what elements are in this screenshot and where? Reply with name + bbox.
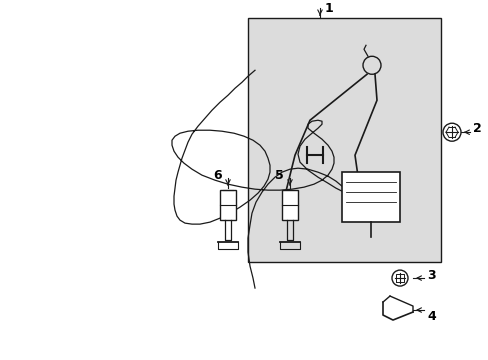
Bar [220,190,236,220]
Bar [341,172,399,222]
Bar [282,190,297,220]
Text: 1: 1 [325,2,333,15]
Text: 4: 4 [426,310,435,323]
Text: 5: 5 [274,169,283,182]
Text: 2: 2 [472,122,481,135]
Text: 3: 3 [426,269,435,282]
Text: 6: 6 [213,169,221,182]
Bar [247,18,440,262]
